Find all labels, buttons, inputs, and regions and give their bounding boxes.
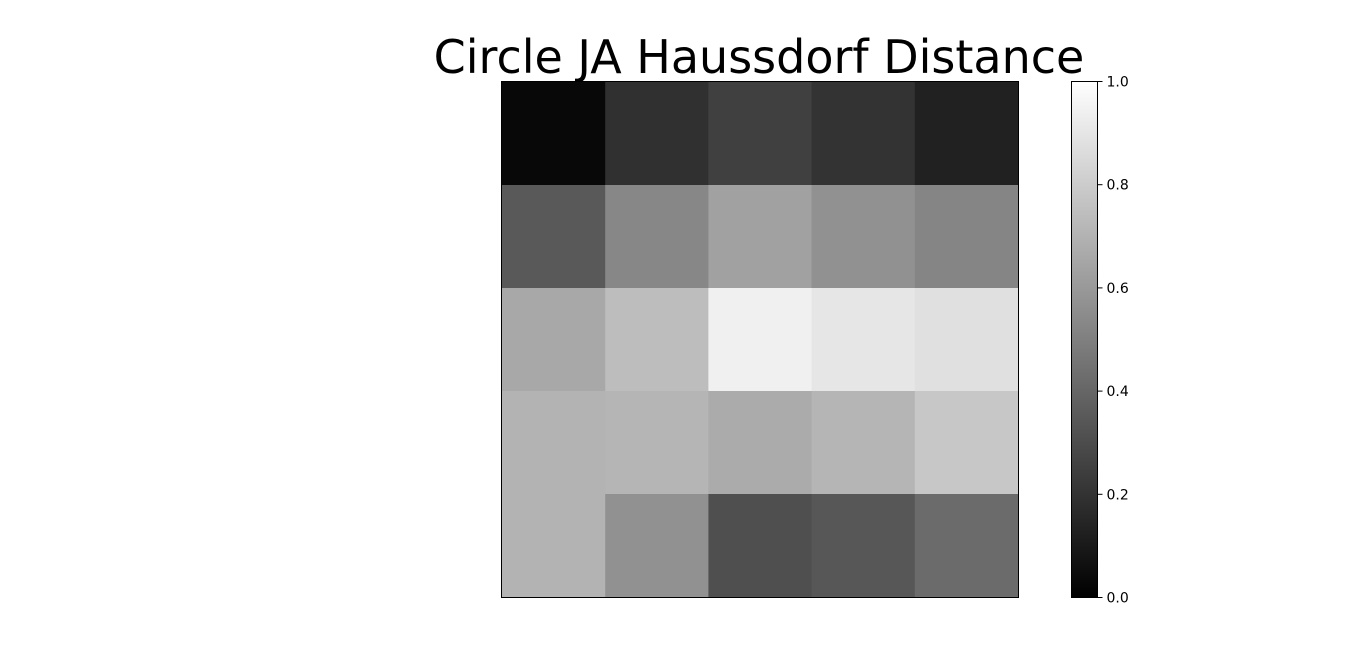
heatmap-cell: [708, 82, 813, 186]
heatmap-frame: [501, 81, 1019, 598]
heatmap-cell: [605, 288, 709, 392]
colorbar: [1071, 81, 1098, 598]
heatmap-cell: [811, 288, 916, 392]
heatmap-cell: [502, 288, 606, 392]
heatmap-cell: [605, 82, 709, 186]
heatmap-cell: [811, 185, 916, 289]
colorbar-tick-label: 0.2: [1107, 487, 1129, 503]
heatmap-cell: [502, 494, 606, 598]
heatmap-cell: [708, 391, 813, 495]
heatmap-cell: [914, 185, 1019, 289]
heatmap-cell: [914, 391, 1019, 495]
heatmap-cell: [914, 494, 1019, 598]
heatmap-cell: [605, 494, 709, 598]
colorbar-tick-label: 0.4: [1107, 384, 1129, 400]
colorbar-ticks: 0.0 0.2 0.4 0.6 0.8 1.0: [1097, 75, 1129, 607]
colorbar-tick-label: 1.0: [1107, 75, 1129, 91]
heatmap-cell: [811, 494, 916, 598]
heatmap-cell: [502, 391, 606, 495]
heatmap-cell: [708, 288, 813, 392]
heatmap-cell: [914, 288, 1019, 392]
colorbar-tick-label: 0.0: [1107, 591, 1129, 607]
heatmap-cells: [502, 82, 1019, 598]
heatmap-cell: [914, 82, 1019, 186]
colorbar-tick-label: 0.6: [1107, 281, 1129, 297]
chart-title: Circle JA Haussdorf Distance: [434, 30, 1085, 84]
colorbar-tick-label: 0.8: [1107, 178, 1129, 194]
heatmap-cell: [605, 391, 709, 495]
heatmap-cell: [502, 185, 606, 289]
heatmap-cell: [811, 82, 916, 186]
heatmap-cell: [502, 82, 606, 186]
heatmap-cell: [605, 185, 709, 289]
heatmap-cell: [708, 494, 813, 598]
heatmap-cell: [811, 391, 916, 495]
heatmap-cell: [708, 185, 813, 289]
